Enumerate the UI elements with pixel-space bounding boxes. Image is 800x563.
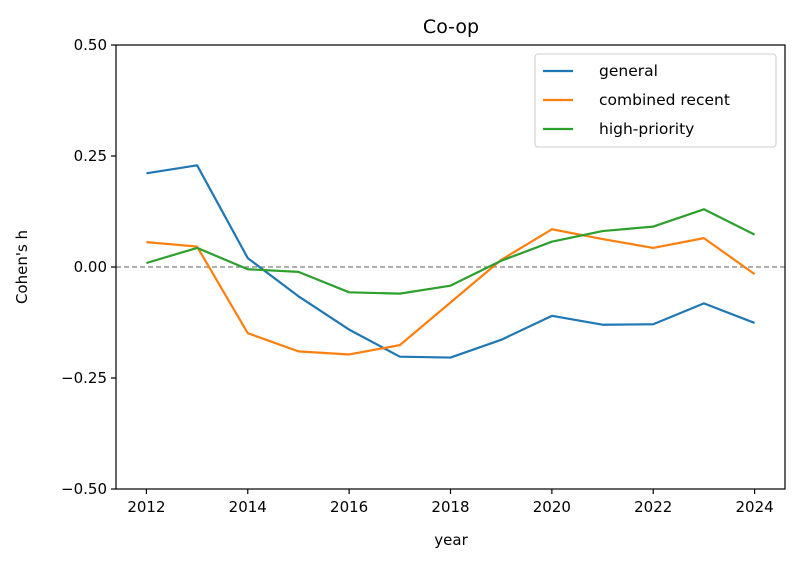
legend-label: combined recent [599,91,730,109]
x-tick-label: 2014 [229,498,267,516]
legend-box [534,53,777,148]
y-axis-label: Cohen's h [13,230,31,304]
y-tick-label: −0.25 [61,369,107,387]
x-tick-label: 2020 [533,498,571,516]
y-tick-label: 0.00 [74,258,107,276]
axis-ticks: 2012 2014 2016 2018 2020 2022 2024 −0.50 −0.25 0.… [61,36,774,516]
y-tick-label: 0.25 [74,147,107,165]
x-tick-label: 2012 [127,498,165,516]
x-tick-label: 2018 [431,498,469,516]
series-line-general [146,164,755,359]
x-axis-label: year [434,531,468,549]
x-tick-label: 2024 [735,498,773,516]
legend-label: general [599,62,658,80]
series-line-combined-recent [146,228,756,356]
x-tick-label: 2016 [330,498,368,516]
x-tick-label: 2022 [634,498,672,516]
legend-label: high-priority [599,120,694,138]
series-line-high-priority [146,208,756,295]
plot-area [116,164,785,359]
legend: general combined recent high-priority [534,53,777,148]
chart-title: Co-op [423,16,479,38]
y-tick-label: −0.50 [61,480,107,498]
y-tick-label: 0.50 [74,36,107,54]
